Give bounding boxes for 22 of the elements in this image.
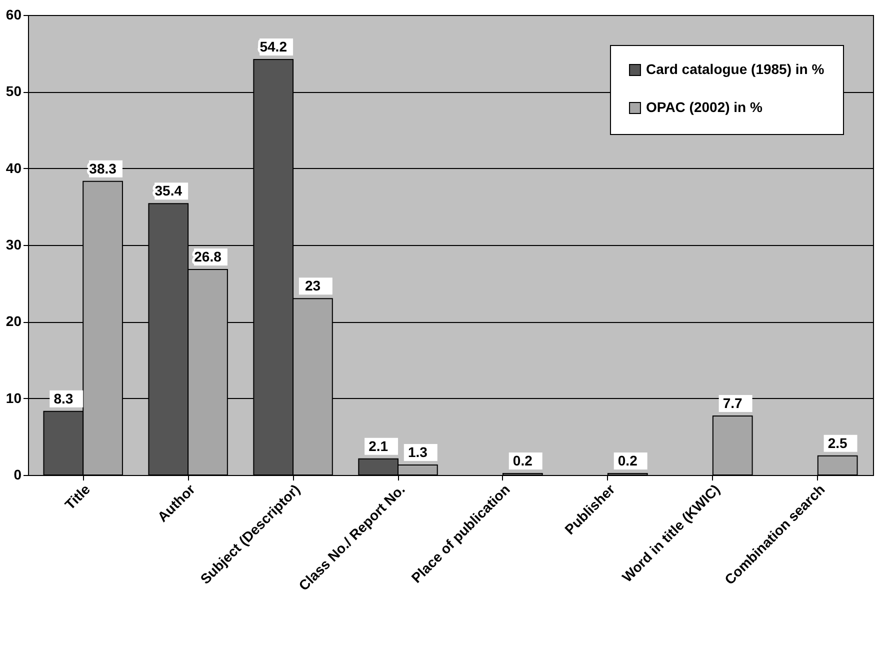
data-label: 38.3 <box>89 160 117 176</box>
data-label: 2.1 <box>368 438 388 454</box>
data-label: 1.3 <box>408 444 428 460</box>
data-label: 26.8 <box>194 248 222 265</box>
x-tick-label: Title <box>62 480 94 513</box>
data-label: 0.2 <box>512 452 533 468</box>
y-tick-label: 20 <box>6 313 22 330</box>
y-tick-label: 10 <box>6 390 22 406</box>
data-label: 35.4 <box>154 182 182 199</box>
y-tick-label: 0 <box>14 466 22 482</box>
legend-label: OPAC (2002) in % <box>646 99 763 115</box>
data-label: 54.2 <box>260 38 288 54</box>
y-tick-label: 40 <box>6 160 22 176</box>
data-label: 2.5 <box>828 434 848 451</box>
y-tick-label: 50 <box>6 83 22 100</box>
data-label: 8.3 <box>54 390 74 406</box>
data-label: 7.7 <box>722 394 743 411</box>
data-label: 0.2 <box>618 452 638 468</box>
legend-label: Card catalogue (1985) in % <box>646 61 825 77</box>
y-tick-label: 60 <box>6 6 22 22</box>
data-label: 23 <box>304 278 321 294</box>
y-tick-label: 30 <box>6 236 22 252</box>
